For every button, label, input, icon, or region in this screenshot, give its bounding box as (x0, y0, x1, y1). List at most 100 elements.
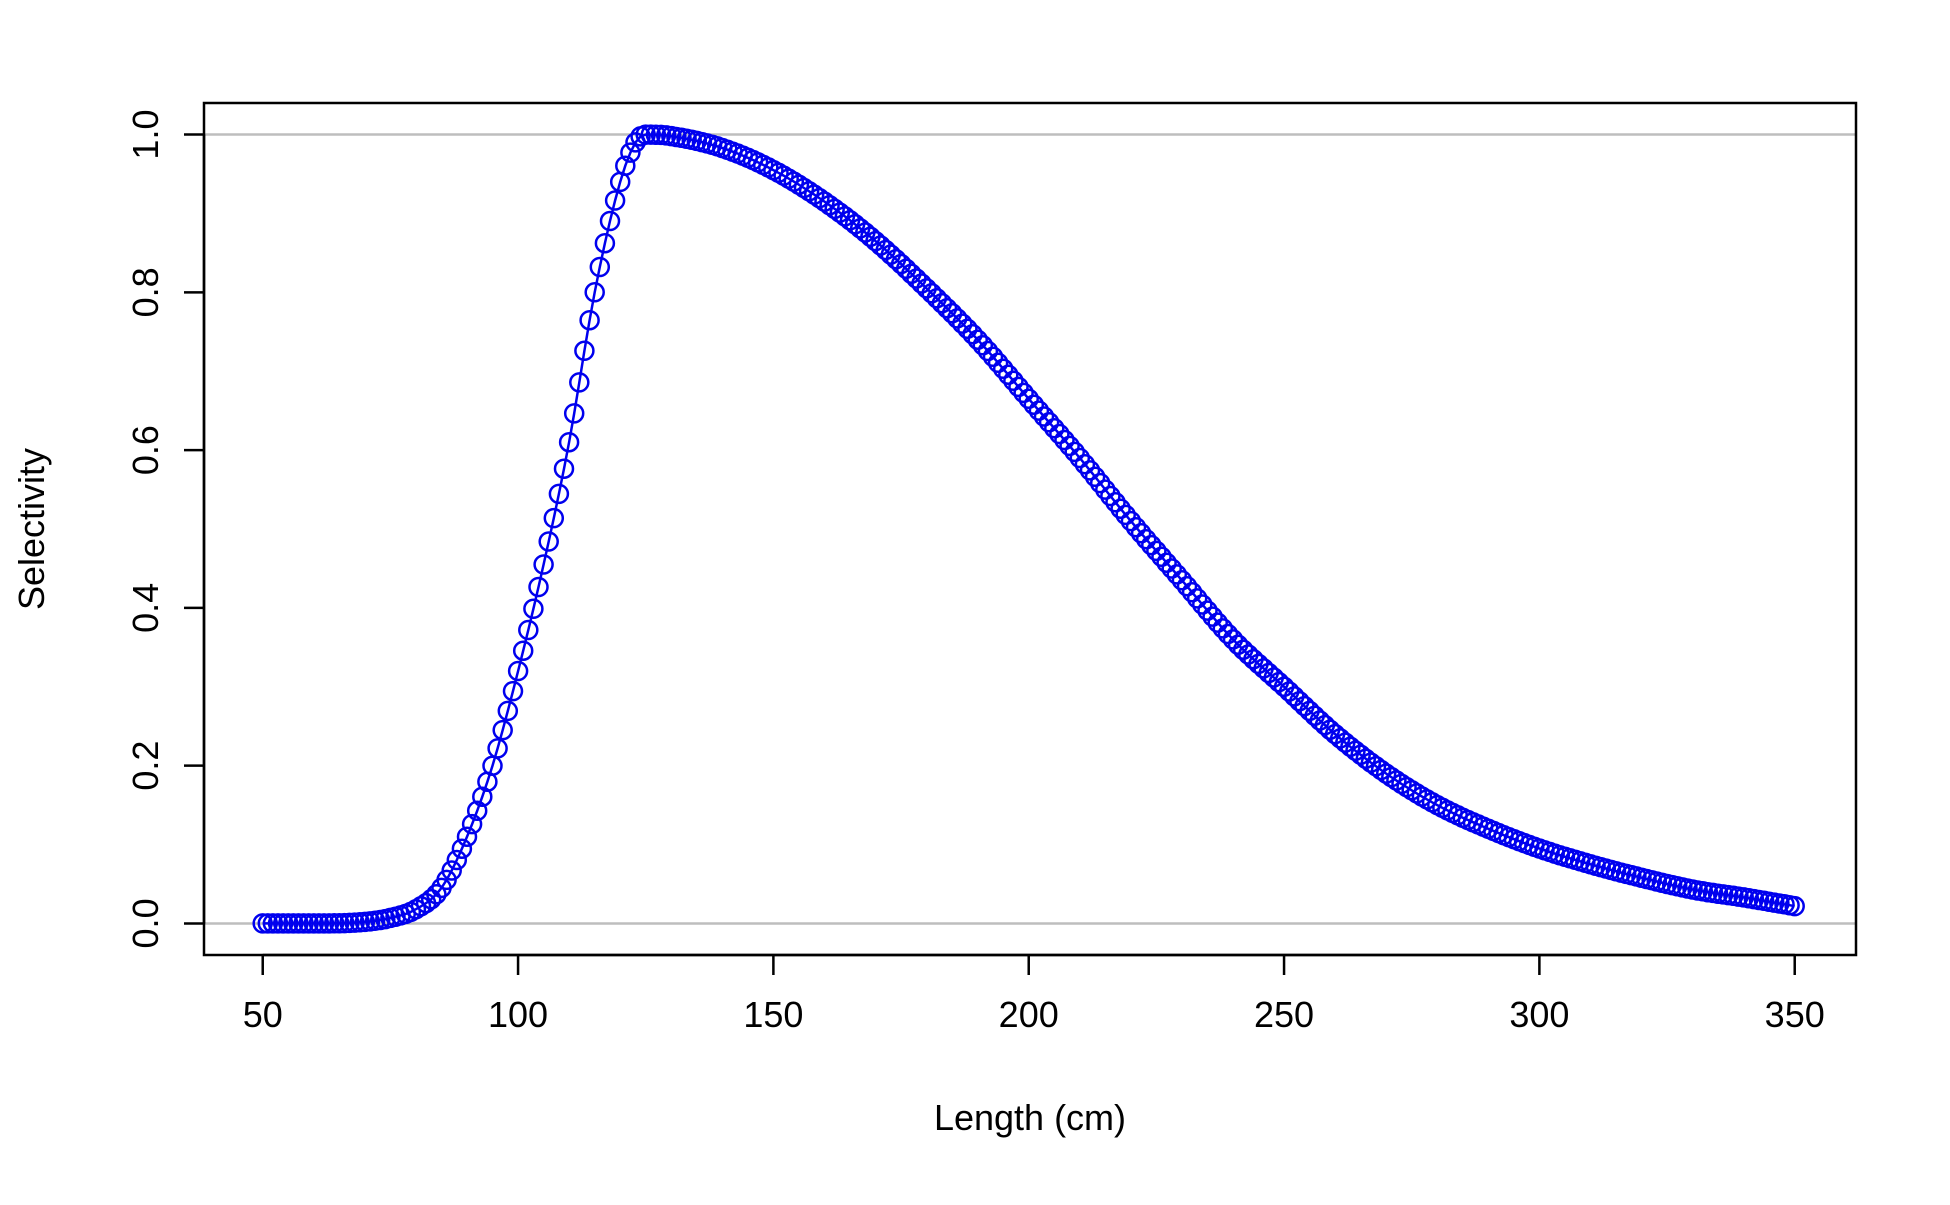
data-point (936, 297, 958, 319)
data-point (946, 308, 968, 329)
y-tick-label: 0.4 (125, 583, 166, 633)
data-point (518, 619, 539, 641)
data-point (420, 888, 442, 910)
data-point (1192, 594, 1213, 615)
data-point (1212, 618, 1234, 639)
data-point (1222, 629, 1244, 650)
data-point (574, 340, 595, 362)
data-point (1396, 776, 1417, 798)
data-point (957, 318, 978, 340)
data-point (1100, 485, 1121, 507)
data-point (1125, 516, 1147, 538)
y-tick-label: 0.2 (125, 741, 166, 791)
data-point (589, 256, 611, 278)
y-tick-label: 1.0 (125, 110, 166, 160)
data-point (1161, 558, 1182, 579)
data-point (977, 340, 999, 362)
data-point (1079, 460, 1101, 481)
data-point (1186, 588, 1208, 609)
data-point (426, 884, 447, 905)
data-point (502, 680, 524, 702)
data-point (1013, 382, 1034, 404)
data-point (313, 913, 335, 934)
series-layer (252, 124, 1805, 934)
data-point (1120, 510, 1142, 532)
data-point (257, 913, 279, 934)
data-point (451, 838, 473, 859)
data-point (1197, 600, 1218, 621)
data-point (599, 210, 621, 232)
data-point (466, 800, 488, 822)
x-tick-label: 150 (743, 994, 803, 1035)
data-point (1355, 748, 1377, 769)
data-point (1181, 582, 1203, 603)
data-point (809, 187, 830, 209)
data-point (533, 554, 554, 575)
data-point (1074, 453, 1096, 475)
data-point (293, 913, 314, 934)
data-point (1038, 412, 1060, 433)
x-tick-label: 50 (243, 994, 283, 1035)
data-point (584, 282, 605, 303)
data-point (410, 896, 432, 917)
data-point (1135, 528, 1157, 550)
data-point (318, 913, 340, 934)
data-point (461, 813, 483, 835)
data-point (982, 346, 1004, 368)
data-point (1141, 534, 1162, 556)
data-point (528, 576, 549, 598)
data-point (640, 124, 662, 145)
data-point (941, 303, 963, 324)
data-point (441, 860, 462, 881)
x-tick-label: 300 (1509, 994, 1569, 1035)
data-point (558, 431, 580, 453)
data-point (1084, 466, 1106, 488)
y-axis-title: Selectivity (11, 448, 52, 610)
data-point (262, 913, 284, 934)
data-point (298, 913, 319, 934)
x-axis: 50 100 150 200 250 300 350 (243, 953, 1825, 1035)
data-point (1003, 370, 1024, 392)
data-point (992, 358, 1014, 380)
data-point (1391, 773, 1412, 795)
data-point (1370, 759, 1392, 781)
data-point (798, 181, 820, 202)
data-point (252, 913, 273, 934)
data-point (579, 309, 600, 331)
data-point (1115, 504, 1136, 526)
data-point (793, 177, 815, 199)
x-tick-label: 100 (488, 994, 548, 1035)
data-point (1202, 606, 1223, 627)
data-point (1028, 400, 1050, 421)
data-point (1064, 441, 1085, 463)
data-point (283, 913, 304, 934)
data-point (323, 913, 345, 934)
data-point (615, 155, 636, 176)
data-point (635, 124, 656, 145)
data-point (1146, 540, 1167, 562)
data-point (1381, 766, 1402, 788)
data-point (967, 329, 988, 350)
data-point (1207, 612, 1228, 633)
data-point (1023, 394, 1045, 415)
data-point (824, 198, 845, 220)
data-point (803, 184, 825, 205)
data-point (538, 531, 559, 552)
data-point (1171, 570, 1193, 591)
data-point (1217, 623, 1239, 645)
data-point (308, 913, 330, 934)
y-tick-label: 0.0 (125, 898, 166, 948)
data-point (267, 913, 289, 934)
data-point (1130, 522, 1152, 544)
data-point (1151, 546, 1172, 568)
data-point (1166, 564, 1188, 585)
data-point (952, 313, 973, 334)
y-axis: 0.0 0.2 0.4 0.6 0.8 1.0 (125, 110, 206, 948)
data-point (594, 232, 616, 254)
data-point (1375, 763, 1397, 784)
data-point (569, 372, 590, 393)
y-tick-label: 0.6 (125, 425, 166, 475)
data-point (987, 352, 1009, 374)
